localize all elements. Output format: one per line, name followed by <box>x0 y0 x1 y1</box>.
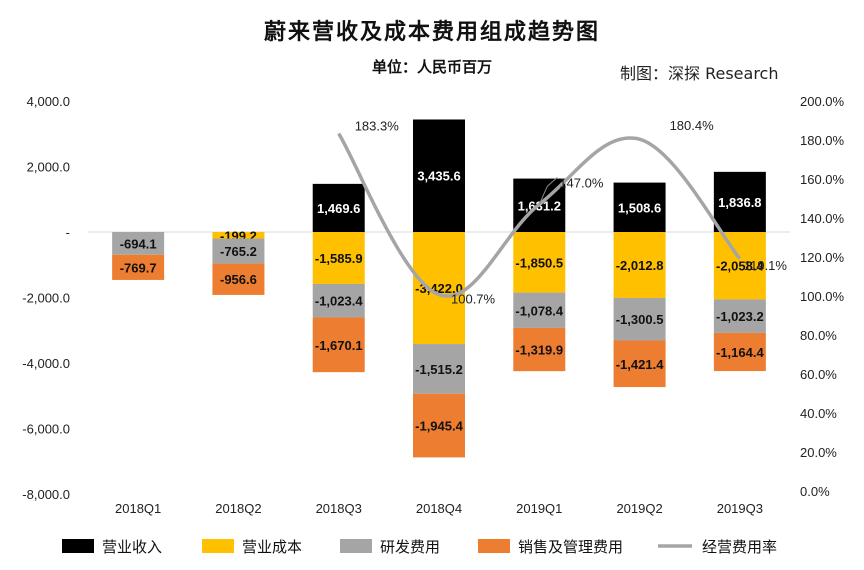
legend-label: 销售及管理费用 <box>518 539 623 556</box>
category-label: 2019Q2 <box>616 501 662 516</box>
bar-data-label: -2,058.4 <box>716 259 764 274</box>
bar-segment <box>513 232 566 293</box>
chart-title: 蔚来营收及成本费用组成趋势图 <box>263 19 600 45</box>
bar-segment <box>713 299 766 333</box>
bar-data-label: -765.2 <box>220 244 257 259</box>
legend-label: 营业成本 <box>242 539 302 556</box>
right-axis-tick-label: 180.0% <box>800 133 845 148</box>
bar-data-label: -1,300.5 <box>616 312 664 327</box>
bar-segment <box>212 232 265 239</box>
left-axis-tick-label: 4,000.0 <box>27 94 70 109</box>
left-axis-tick-label: -8,000.0 <box>22 487 70 502</box>
left-axis-tick-label: -6,000.0 <box>22 422 70 437</box>
right-axis-tick-label: 140.0% <box>800 211 845 226</box>
right-axis-tick-label: 160.0% <box>800 172 845 187</box>
bar-data-label: -1,078.4 <box>515 303 563 318</box>
right-axis-tick-label: 200.0% <box>800 94 845 109</box>
bar-segment <box>713 232 766 300</box>
right-axis-tick-label: 0.0% <box>800 484 830 499</box>
right-axis-tick-label: 60.0% <box>800 367 837 382</box>
bar-segment <box>513 292 566 328</box>
legend-swatch <box>340 539 372 553</box>
bar-data-label: -1,515.2 <box>415 362 463 377</box>
category-label: 2018Q1 <box>115 501 161 516</box>
bar-segment <box>413 344 465 394</box>
bar-data-label: -694.1 <box>120 236 157 251</box>
bar-segment <box>713 332 766 372</box>
bar-data-label: -1,023.4 <box>315 294 363 309</box>
chart-source: 制图：深探 Research <box>620 64 779 83</box>
right-axis-tick-label: 120.0% <box>800 250 845 265</box>
line-data-label: 180.4% <box>670 118 715 133</box>
bar-data-label: -1,319.9 <box>515 343 563 358</box>
bar-segment <box>312 183 365 232</box>
legend-swatch <box>202 539 234 553</box>
bar-segment <box>212 238 265 264</box>
right-axis-tick-label: 20.0% <box>800 445 837 460</box>
bar-segment <box>312 283 365 318</box>
category-label: 2018Q4 <box>416 501 462 516</box>
bar-data-label: -769.7 <box>120 260 157 275</box>
legend-swatch <box>478 539 510 553</box>
line-data-label: 183.3% <box>355 119 400 134</box>
bar-segment <box>112 254 165 280</box>
chart-subtitle: 单位：人民币百万 <box>371 58 492 76</box>
bar-segment <box>513 327 566 372</box>
left-axis-tick-label: -4,000.0 <box>22 356 70 371</box>
line-data-label: 100.7% <box>451 292 496 307</box>
bar-segment <box>212 263 265 295</box>
legend-label: 营业收入 <box>102 539 162 556</box>
series-line-operating-expense-ratio <box>337 132 742 298</box>
bar-segment <box>613 297 666 341</box>
bar-data-label: -1,945.4 <box>415 419 463 434</box>
left-axis-tick-label: - <box>66 225 70 240</box>
right-axis-tick-label: 80.0% <box>800 328 837 343</box>
line-label-leader <box>538 176 558 205</box>
bar-data-label: 1,508.6 <box>618 200 661 215</box>
bar-data-label: -1,164.4 <box>716 345 764 360</box>
bar-data-label: -1,585.9 <box>315 251 363 266</box>
left-axis-tick-label: 2,000.0 <box>27 160 70 175</box>
bar-segment <box>613 340 666 388</box>
bar-segment <box>713 171 766 232</box>
bar-data-label: -1,023.2 <box>716 309 764 324</box>
left-axis-tick-label: -2,000.0 <box>22 291 70 306</box>
bar-segment <box>413 232 465 345</box>
bar-segment <box>413 119 465 232</box>
bar-data-label: 1,469.6 <box>317 201 360 216</box>
bar-segment <box>613 182 666 232</box>
bar-segment <box>613 232 666 298</box>
bar-data-label: -1,670.1 <box>315 338 363 353</box>
bar-data-label: 3,435.6 <box>417 169 460 184</box>
bar-data-label: 1,836.8 <box>718 195 761 210</box>
bar-segment <box>312 232 365 284</box>
right-axis-tick-label: 40.0% <box>800 406 837 421</box>
legend-swatch <box>62 539 94 553</box>
line-data-label: 147.0% <box>559 175 604 190</box>
bar-data-label: -1,421.4 <box>616 357 664 372</box>
legend-label: 研发费用 <box>380 539 440 556</box>
bar-segment <box>413 393 465 458</box>
bar-data-label: -2,012.8 <box>616 258 664 273</box>
bar-data-label: -1,850.5 <box>515 255 563 270</box>
category-label: 2019Q1 <box>516 501 562 516</box>
right-axis-tick-label: 100.0% <box>800 289 845 304</box>
legend-label: 经营费用率 <box>702 539 777 556</box>
category-label: 2019Q3 <box>717 501 763 516</box>
bar-segment <box>112 232 165 255</box>
bar-segment <box>312 317 365 373</box>
category-label: 2018Q2 <box>215 501 261 516</box>
line-data-label: 119.1% <box>744 258 788 273</box>
category-label: 2018Q3 <box>316 501 362 516</box>
bar-data-label: -956.6 <box>220 272 257 287</box>
